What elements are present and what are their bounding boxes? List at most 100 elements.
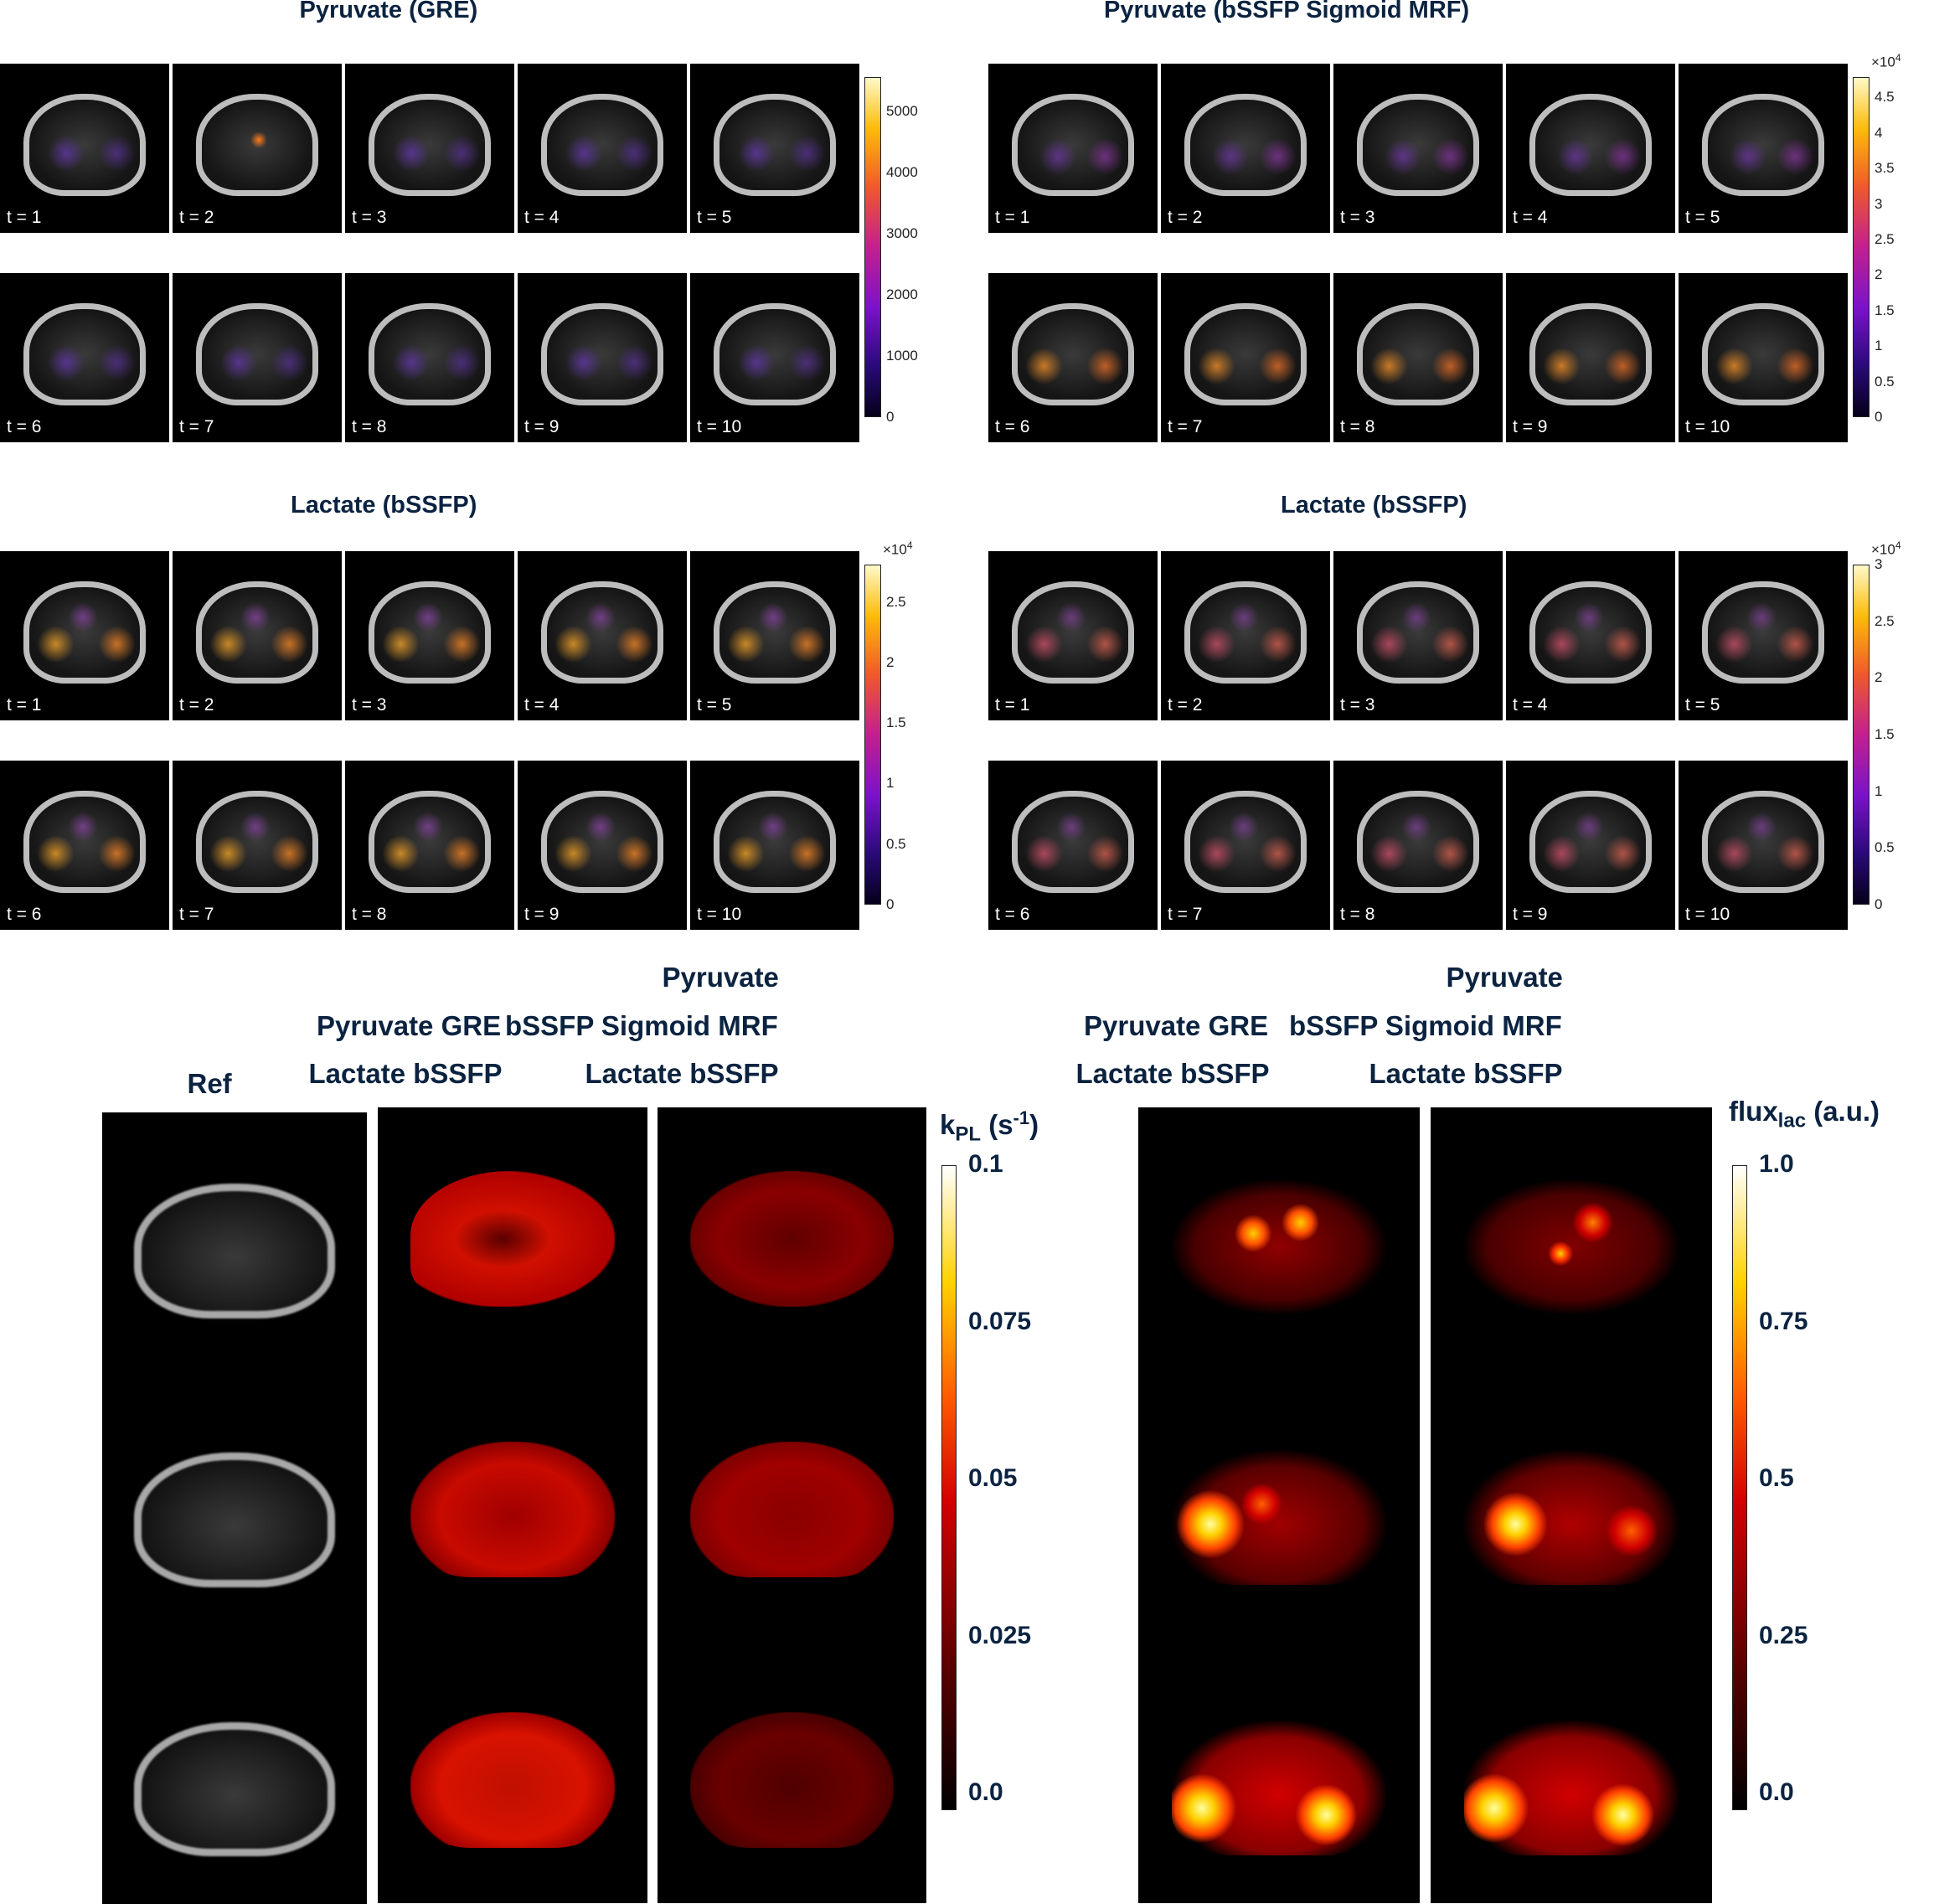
time-frame-tile: t = 2 <box>1161 64 1330 233</box>
time-label: t = 9 <box>1513 905 1548 924</box>
signal-overlay <box>240 601 271 632</box>
time-label: t = 7 <box>1168 905 1203 924</box>
signal-overlay <box>1715 347 1753 385</box>
signal-overlay <box>1086 834 1124 873</box>
time-frame-tile: t = 6 <box>988 761 1158 930</box>
signal-overlay <box>98 343 136 382</box>
time-label: t = 7 <box>179 417 214 436</box>
signal-overlay <box>1746 601 1777 632</box>
col4-line2: bSSFP Sigmoid MRF <box>1289 1010 1562 1041</box>
colorbar-tick-label: 0.5 <box>1759 1464 1794 1492</box>
tile-row: t = 6 t = 7 t = 8 t = 9 t = 10 <box>988 273 1848 442</box>
kpl-mrf-slice-2 <box>689 1442 895 1577</box>
anatomy-slice <box>541 94 663 196</box>
time-frame-tile: t = 10 <box>690 273 859 442</box>
kpl-label-sub: PL <box>955 1122 982 1146</box>
flux-label-unit: (a.u.) <box>1806 1096 1880 1127</box>
anatomy-slice <box>196 303 318 405</box>
colorbar-tick-label: 0.25 <box>1759 1621 1808 1649</box>
colorbar-tick-label: 2 <box>886 653 895 670</box>
signal-overlay <box>1400 601 1432 632</box>
signal-overlay <box>788 134 826 173</box>
colorbar-tick-label: 0.75 <box>1759 1307 1808 1335</box>
colorbar-tick-label: 1.5 <box>1875 726 1895 742</box>
time-frame-tile: t = 4 <box>1506 551 1675 720</box>
time-label: t = 3 <box>352 695 387 715</box>
colorbar-tick-label: 0.5 <box>1875 839 1895 856</box>
time-frame-tile: t = 4 <box>518 64 687 233</box>
signal-overlay <box>1431 347 1469 385</box>
time-frame-tile: t = 2 <box>173 551 342 720</box>
signal-overlay <box>443 343 481 382</box>
signal-overlay <box>1086 347 1124 385</box>
colorbar-tick-label: 3 <box>1875 195 1883 212</box>
time-label: t = 9 <box>524 417 560 436</box>
signal-overlay <box>1431 625 1469 663</box>
colorbar-tick-label: 3.5 <box>1875 160 1895 177</box>
colorbar-tick-label: 0 <box>886 896 895 912</box>
flux-gre-slice-3 <box>1172 1720 1386 1855</box>
colorbar-multiplier-exponent: 4 <box>1895 539 1901 551</box>
colorbar-multiplier-exponent: 4 <box>1895 52 1901 64</box>
kpl-gre-slice-3 <box>410 1712 616 1848</box>
signal-overlay <box>412 601 444 632</box>
colorbar-tick-label: 1000 <box>886 347 918 364</box>
colorbar-tick-label: 0 <box>1875 896 1883 912</box>
col3-line1: Pyruvate GRE <box>1084 1010 1269 1041</box>
signal-overlay <box>271 343 308 382</box>
time-label: t = 3 <box>352 208 387 227</box>
time-label: t = 2 <box>1168 695 1203 715</box>
signal-overlay <box>1715 834 1753 873</box>
signal-overlay <box>1400 811 1432 842</box>
colorbar-tick-label: 2.5 <box>886 593 906 610</box>
time-frame-tile: t = 9 <box>1506 273 1675 442</box>
signal-overlay <box>1777 347 1814 385</box>
time-frame-tile: t = 1 <box>988 64 1158 233</box>
signal-overlay <box>1259 625 1297 663</box>
signal-overlay <box>1573 811 1605 842</box>
colorbar-tick-label: 0.025 <box>968 1621 1032 1649</box>
signal-overlay <box>1025 625 1063 663</box>
colorbar-tick-label: 5000 <box>886 102 918 119</box>
time-label: t = 2 <box>179 208 214 227</box>
tile-row: t = 6 t = 7 t = 8 t = 9 t = 10 <box>988 761 1848 930</box>
time-frame-tile: t = 10 <box>1679 273 1848 442</box>
col1-line1: Pyruvate GRE <box>317 1010 502 1041</box>
time-frame-tile: t = 9 <box>518 273 687 442</box>
colorbar-tick-label: 2.5 <box>1875 230 1895 247</box>
colorbar-tick-label: 0.0 <box>1759 1778 1794 1806</box>
signal-overlay <box>1211 137 1250 176</box>
signal-overlay <box>1543 625 1581 663</box>
colorbar-tick-label: 0 <box>886 409 895 425</box>
flux-mrf-slice-1 <box>1464 1179 1679 1314</box>
anatomy-slice <box>1184 94 1307 196</box>
time-label: t = 6 <box>995 905 1030 924</box>
signal-overlay <box>392 134 430 173</box>
colorbar-tick-label: 1.5 <box>886 715 906 731</box>
time-frame-tile: t = 7 <box>1161 273 1330 442</box>
signal-overlay <box>1039 137 1077 176</box>
time-label: t = 5 <box>1685 208 1720 227</box>
colorbar-tick-label: 0 <box>1875 409 1883 425</box>
time-frame-tile: t = 3 <box>1333 551 1503 720</box>
signal-overlay <box>443 134 481 173</box>
signal-overlay <box>240 811 271 842</box>
tile-row: t = 1 t = 2 t = 3 t = 4 t = 5 <box>988 64 1848 233</box>
time-frame-tile: t = 6 <box>0 273 169 442</box>
signal-overlay <box>98 834 136 873</box>
ref-slice-2 <box>133 1453 336 1587</box>
signal-overlay <box>1086 625 1124 663</box>
time-label: t = 7 <box>1168 417 1203 436</box>
signal-overlay <box>1431 834 1469 873</box>
flux-gre-slice-1 <box>1172 1179 1386 1314</box>
colorbar-tick-label: 1 <box>886 775 895 792</box>
time-frame-tile: t = 10 <box>690 761 859 930</box>
time-label: t = 8 <box>352 417 387 436</box>
signal-overlay <box>585 601 616 632</box>
kpl-label-sup: -1 <box>1013 1107 1030 1128</box>
time-frame-tile: t = 9 <box>518 761 687 930</box>
time-frame-tile: t = 7 <box>173 273 342 442</box>
time-label: t = 3 <box>1340 695 1375 715</box>
colorbar-tick-label: 0.075 <box>968 1307 1032 1335</box>
signal-overlay <box>788 625 826 663</box>
